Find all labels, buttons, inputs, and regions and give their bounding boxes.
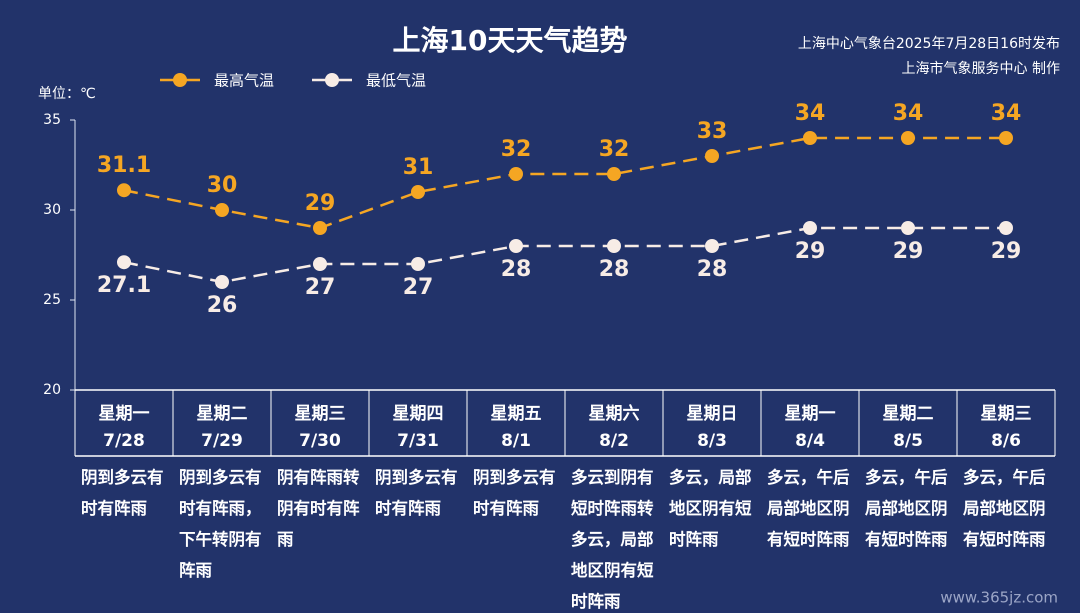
legend-label: 最低气温	[366, 72, 426, 90]
description: 多云，局部地区阴有短时阵雨	[669, 468, 752, 549]
date-label: 8/6	[991, 431, 1021, 451]
description: 阴有阵雨转阴有时有阵雨	[277, 468, 360, 549]
point	[509, 167, 523, 181]
description: 阴到多云有时有阵雨	[81, 468, 164, 518]
date-label: 8/1	[501, 431, 531, 451]
point	[705, 239, 719, 253]
date-label: 8/4	[795, 431, 825, 451]
date-label: 7/31	[397, 431, 439, 451]
description: 阴到多云有时有阵雨	[375, 468, 458, 518]
data-label: 34	[893, 101, 924, 126]
x-tick-label: 星期一	[99, 404, 150, 424]
unit-label: 单位：℃	[38, 86, 96, 102]
data-label: 29	[893, 239, 924, 264]
source: 上海市气象服务中心 制作	[902, 60, 1060, 77]
data-label: 34	[991, 101, 1022, 126]
x-tick-label: 星期五	[491, 404, 542, 424]
legend-label: 最高气温	[214, 72, 274, 90]
point	[999, 131, 1013, 145]
data-label: 33	[697, 119, 728, 144]
y-tick-label: 20	[43, 382, 61, 398]
data-label: 28	[697, 257, 728, 282]
x-tick-label: 星期二	[197, 404, 248, 424]
date-label: 7/30	[299, 431, 341, 451]
date-label: 8/2	[599, 431, 629, 451]
data-label: 29	[991, 239, 1022, 264]
legend-marker	[325, 73, 339, 87]
point	[509, 239, 523, 253]
y-tick-label: 25	[43, 292, 61, 308]
point	[117, 183, 131, 198]
data-label: 29	[305, 191, 336, 216]
data-label: 27	[403, 275, 434, 300]
description: 多云，午后局部地区阴有短时阵雨	[963, 468, 1046, 549]
series-line	[123, 136, 1006, 230]
data-label: 32	[501, 137, 532, 162]
x-tick-label: 星期三	[981, 404, 1032, 424]
x-tick-label: 星期六	[589, 403, 640, 424]
data-label: 27	[305, 275, 336, 300]
source: 上海中心气象台2025年7月28日16时发布	[798, 36, 1060, 52]
x-tick-label: 星期日	[687, 404, 738, 424]
legend-marker	[173, 73, 187, 87]
data-label: 28	[599, 257, 630, 282]
point	[313, 257, 327, 271]
chart-title: 上海10天天气趋势	[393, 24, 628, 57]
point	[313, 221, 327, 235]
point	[117, 255, 131, 270]
description: 阴到多云有时有阵雨，下午转阴有阵雨	[179, 468, 262, 580]
description: 多云，午后局部地区阴有短时阵雨	[865, 468, 948, 549]
point	[607, 167, 621, 181]
point	[803, 131, 817, 145]
data-label: 31	[403, 155, 434, 180]
point	[411, 257, 425, 271]
point	[607, 239, 621, 253]
data-label: 30	[207, 173, 238, 198]
date-label: 7/29	[201, 431, 243, 451]
data-label: 32	[599, 137, 630, 162]
description: 阴到多云有时有阵雨	[473, 468, 556, 518]
x-tick-label: 星期三	[295, 404, 346, 424]
data-label: 29	[795, 239, 826, 264]
y-tick-label: 30	[43, 202, 61, 218]
date-label: 7/28	[103, 431, 145, 451]
date-label: 8/5	[893, 431, 923, 451]
x-tick-label: 星期二	[883, 404, 934, 424]
series-line	[123, 226, 1006, 284]
y-tick-label: 35	[43, 112, 61, 128]
point	[215, 275, 229, 289]
point	[215, 203, 229, 217]
point	[411, 185, 425, 199]
data-label: 31.1	[97, 153, 151, 178]
description: 多云，午后局部地区阴有短时阵雨	[767, 468, 850, 549]
watermark: www.365jz.com	[940, 589, 1058, 607]
point	[705, 149, 719, 163]
point	[803, 221, 817, 235]
date-label: 8/3	[697, 431, 727, 451]
data-label: 27.1	[97, 273, 151, 298]
data-label: 26	[207, 293, 238, 318]
data-label: 34	[795, 101, 826, 126]
point	[901, 221, 915, 235]
data-label: 28	[501, 257, 532, 282]
x-tick-label: 星期一	[785, 404, 836, 424]
point	[901, 131, 915, 145]
point	[999, 221, 1013, 235]
x-tick-label: 星期四	[393, 404, 444, 424]
description: 多云到阴有短时阵雨转多云，局部地区阴有短时阵雨	[571, 468, 654, 611]
